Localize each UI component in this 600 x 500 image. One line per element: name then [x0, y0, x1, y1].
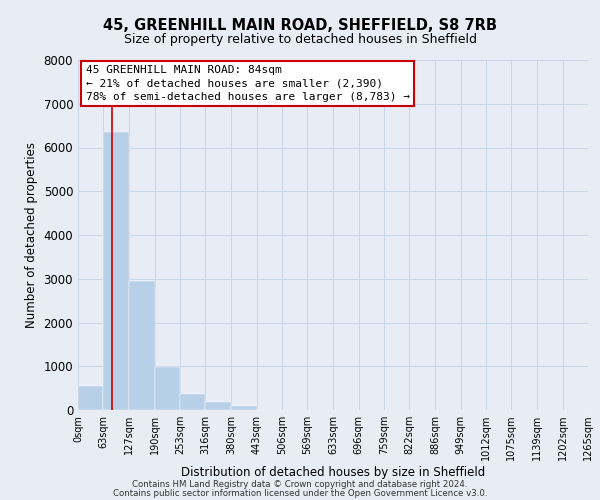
Text: Contains public sector information licensed under the Open Government Licence v3: Contains public sector information licen… — [113, 488, 487, 498]
Bar — [231, 406, 257, 410]
Y-axis label: Number of detached properties: Number of detached properties — [25, 142, 38, 328]
X-axis label: Distribution of detached houses by size in Sheffield: Distribution of detached houses by size … — [181, 466, 485, 479]
Bar — [180, 394, 205, 410]
Text: 45 GREENHILL MAIN ROAD: 84sqm
← 21% of detached houses are smaller (2,390)
78% o: 45 GREENHILL MAIN ROAD: 84sqm ← 21% of d… — [86, 66, 410, 102]
Text: Size of property relative to detached houses in Sheffield: Size of property relative to detached ho… — [124, 32, 476, 46]
Bar — [205, 402, 231, 410]
Text: 45, GREENHILL MAIN ROAD, SHEFFIELD, S8 7RB: 45, GREENHILL MAIN ROAD, SHEFFIELD, S8 7… — [103, 18, 497, 32]
Bar — [103, 132, 129, 410]
Bar — [129, 281, 155, 410]
Text: Contains HM Land Registry data © Crown copyright and database right 2024.: Contains HM Land Registry data © Crown c… — [132, 480, 468, 489]
Bar — [155, 368, 180, 410]
Bar — [78, 386, 103, 410]
